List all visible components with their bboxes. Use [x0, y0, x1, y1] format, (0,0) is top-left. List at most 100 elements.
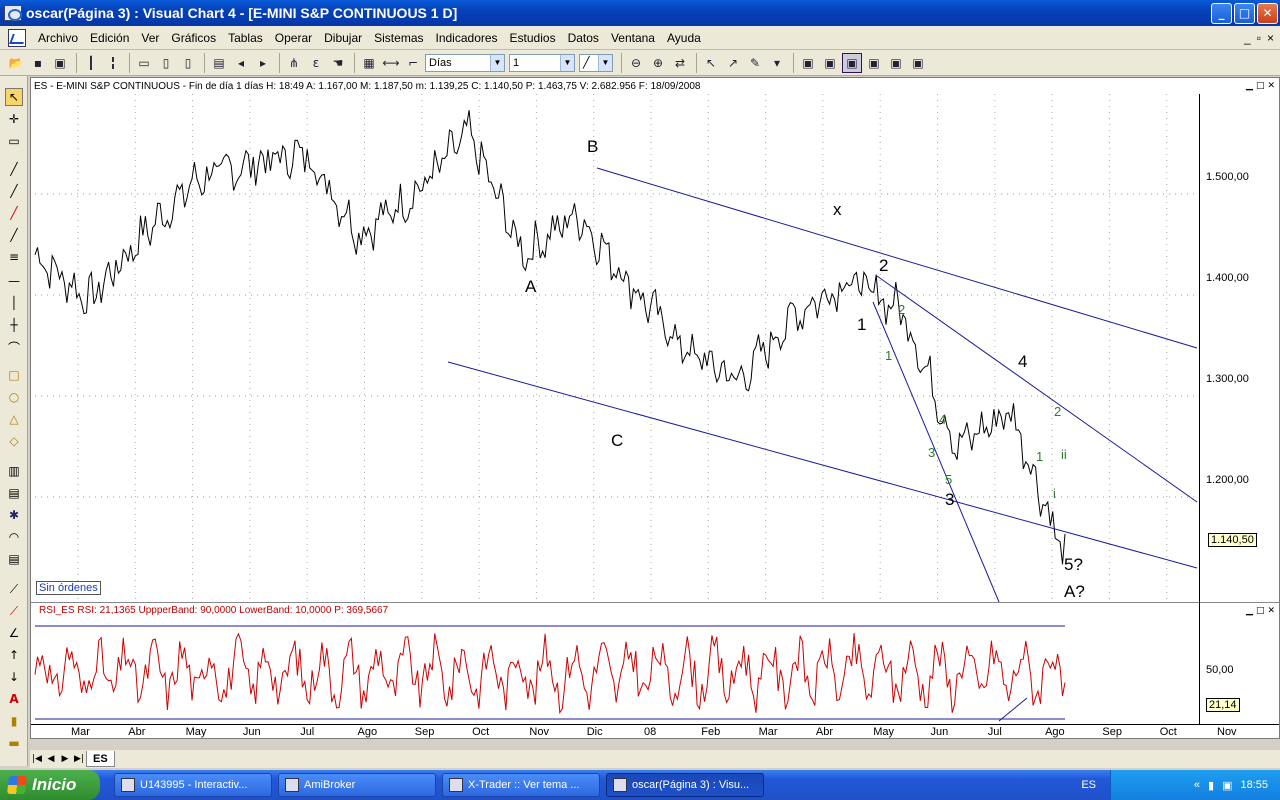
page-icon[interactable]: ▯	[162, 55, 170, 70]
task-amibroker[interactable]: AmiBroker	[278, 773, 436, 797]
layout-5-icon[interactable]: ▣	[890, 55, 902, 70]
rsi-chart[interactable]	[31, 618, 1199, 724]
trendline-tool-icon[interactable]: ╱	[10, 162, 18, 176]
menu-sistemas[interactable]: Sistemas	[374, 30, 424, 45]
properties-icon[interactable]: ▤	[213, 55, 225, 70]
cycles-tool-icon[interactable]: ▤	[8, 552, 20, 566]
vertical-line-tool-icon[interactable]: │	[10, 296, 18, 310]
chart-doc-icon[interactable]	[8, 28, 26, 47]
regression-tool-icon[interactable]: ⟋	[9, 581, 19, 596]
candle-chart-icon[interactable]: ╏	[109, 55, 117, 70]
red-line-tool-icon[interactable]: ╱	[10, 206, 18, 220]
cross-line-tool-icon[interactable]: ┼	[10, 318, 18, 332]
menu-edicion[interactable]: Edición	[90, 30, 130, 45]
zoom-out-icon[interactable]: ⊖	[630, 55, 642, 70]
angle-tool-icon[interactable]: ∠	[8, 626, 20, 640]
menu-ayuda[interactable]: Ayuda	[666, 30, 701, 45]
tree-icon[interactable]: ⋔	[288, 55, 300, 70]
menu-ver[interactable]: Ver	[141, 30, 160, 45]
text-tool-icon[interactable]: A	[9, 692, 19, 706]
task-x-trader[interactable]: X-Trader :: Ver tema ...	[442, 773, 600, 797]
mdi-restore-button[interactable]: ▫	[1256, 30, 1261, 45]
menu-graficos[interactable]: Gráficos	[171, 30, 217, 45]
pane-minimize-icon[interactable]: ▁	[1246, 81, 1253, 91]
gann-tool-icon[interactable]: ✱	[8, 508, 20, 522]
mdi-close-button[interactable]: ×	[1266, 30, 1274, 45]
diamond-tool-icon[interactable]: ◇	[9, 434, 19, 448]
layout-3-icon[interactable]: ▣	[842, 52, 862, 73]
line-style-select[interactable]: ╱ ▼	[579, 53, 613, 72]
bar-chart-icon[interactable]: ┃	[87, 55, 95, 70]
triangle-tool-icon[interactable]: △	[9, 412, 19, 426]
menu-estudios[interactable]: Estudios	[509, 30, 556, 45]
menu-operar[interactable]: Operar	[274, 30, 313, 45]
parallel-tool-icon[interactable]: ≡	[8, 250, 20, 264]
fib-fan-tool-icon[interactable]: ▤	[8, 486, 20, 500]
pane-minimize-icon[interactable]: ▁	[1246, 605, 1253, 616]
curve-tool-icon[interactable]: ⌒	[7, 340, 20, 355]
task-visual-chart[interactable]: oscar(Página 3) : Visu...	[606, 773, 764, 797]
rectangle-tool-icon[interactable]: □	[8, 368, 20, 382]
maximize-button[interactable]: □	[1234, 2, 1255, 24]
last-tab-icon[interactable]: ▶|	[74, 754, 84, 764]
ray-tool-icon[interactable]: ╱	[10, 184, 18, 198]
page-gray-icon[interactable]: ▯	[184, 55, 192, 70]
fibonacci-tool-icon[interactable]: ▥	[8, 464, 20, 478]
sin-ordenes-label[interactable]: Sin órdenes	[36, 581, 101, 595]
crosshair-tool-icon[interactable]: ✛	[8, 112, 20, 126]
tab-es[interactable]: ES	[86, 751, 115, 767]
scroll-icon[interactable]: ◂	[237, 55, 245, 70]
close-button[interactable]: ✕	[1257, 2, 1278, 24]
first-tab-icon[interactable]: |◀	[32, 754, 42, 764]
folder-icon[interactable]: ▭	[138, 55, 150, 70]
save-icon[interactable]: ▪	[33, 55, 43, 70]
pointer-tool-icon[interactable]: ↖	[5, 88, 23, 106]
pane-close-icon[interactable]: ✕	[1267, 605, 1275, 616]
price-chart[interactable]: A B C x 1 2 3 4 5? A? 2 1 4 3 5 2 1 ii i	[31, 94, 1199, 602]
prev-tab-icon[interactable]: ◀	[47, 754, 55, 764]
menu-dibujar[interactable]: Dibujar	[324, 30, 363, 45]
layout-4-icon[interactable]: ▣	[868, 55, 880, 70]
select-draw-icon[interactable]: ↗	[727, 55, 739, 70]
interval-select[interactable]: 1 ▼	[509, 53, 575, 72]
menu-ventana[interactable]: Ventana	[610, 30, 655, 45]
arrow-down-tool-icon[interactable]: ↓	[8, 670, 20, 684]
ellipse-tool-icon[interactable]: ○	[8, 390, 20, 404]
eraser-tool-icon[interactable]: ▬	[8, 736, 20, 750]
interval-icon[interactable]: ⟷	[382, 55, 400, 70]
arrow-up-tool-icon[interactable]: ↑	[8, 648, 20, 662]
pane-maximize-icon[interactable]: □	[1255, 81, 1265, 91]
marker-tool-icon[interactable]: ▮	[10, 714, 18, 728]
menu-archivo[interactable]: Archivo	[38, 30, 79, 45]
language-indicator[interactable]: ES	[1081, 779, 1096, 791]
menu-tablas[interactable]: Tablas	[228, 30, 263, 45]
minimize-button[interactable]: _	[1211, 2, 1232, 24]
dropdown-arrow-icon[interactable]: ▾	[773, 55, 781, 70]
mdi-minimize-button[interactable]: _	[1244, 30, 1251, 45]
zoom-fit-icon[interactable]: ⇄	[674, 55, 686, 70]
pane-maximize-icon[interactable]: □	[1255, 605, 1265, 616]
horizontal-line-tool-icon[interactable]: —	[8, 274, 20, 288]
layout-6-icon[interactable]: ▣	[912, 55, 924, 70]
open-folder-icon[interactable]: 📂	[8, 55, 24, 70]
zoom-in-icon[interactable]: ⊕	[652, 55, 664, 70]
scroll-range-icon[interactable]: ▸	[259, 55, 267, 70]
formula-icon[interactable]: ε	[312, 55, 320, 70]
rect-select-tool-icon[interactable]: ▭	[8, 134, 20, 148]
tray-arrow-icon[interactable]: «	[1193, 779, 1200, 791]
layout-2-icon[interactable]: ▣	[824, 55, 836, 70]
pen-color-icon[interactable]: ✎	[749, 55, 761, 70]
hand-icon[interactable]: ☚	[332, 55, 344, 70]
task-interactive-brokers[interactable]: U143995 - Interactiv...	[114, 773, 272, 797]
channel-tool-icon[interactable]: ╱	[10, 228, 18, 242]
arcs-tool-icon[interactable]: ◠	[8, 530, 20, 544]
cursor-icon[interactable]: ⌐	[407, 55, 419, 70]
pane-close-icon[interactable]: ✕	[1267, 81, 1275, 91]
start-button[interactable]: Inicio	[0, 770, 100, 800]
pointer-icon[interactable]: ↖	[705, 55, 717, 70]
menu-indicadores[interactable]: Indicadores	[435, 30, 498, 45]
save-all-icon[interactable]: ▣	[54, 55, 66, 70]
layout-1-icon[interactable]: ▣	[802, 55, 814, 70]
next-tab-icon[interactable]: ▶	[61, 754, 69, 764]
pitchfork-tool-icon[interactable]: ⟋	[9, 603, 19, 618]
